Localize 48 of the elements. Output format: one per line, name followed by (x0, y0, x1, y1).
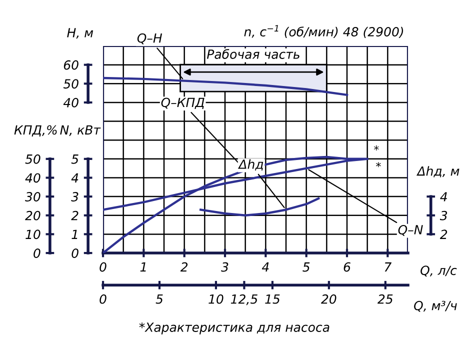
x-tick-label: 5 (302, 262, 310, 272)
x-tick-label: 2 (180, 262, 188, 272)
x2-axis-title: Q, м³/ч (414, 300, 457, 312)
y-axis-title: КПД,% (14, 125, 57, 136)
y3-tick-label: 60 (64, 60, 78, 70)
y3-tick-label: 40 (63, 98, 78, 108)
y-tick-label: 20 (25, 210, 40, 220)
y-tick-label: 2 (440, 230, 448, 239)
y2-axis-title: N, кВт (60, 125, 101, 136)
y2-tick-label: 2 (71, 210, 78, 220)
annotation: * (376, 162, 381, 168)
y-tick-label: 50 (25, 154, 40, 164)
x-tick-label: 4 (262, 262, 269, 272)
y-tick-label: 40 (25, 173, 40, 183)
y2-tick-label: 1 (72, 230, 78, 239)
y3-tick-label: 50 (63, 79, 78, 89)
x2-tick-label: 12,5 (230, 294, 258, 306)
text: Q–H (137, 33, 162, 44)
y-axis-title: Δhд, м (416, 166, 460, 178)
x-axis-title: Q, л/с (420, 266, 457, 277)
x-tick-label: 7 (384, 262, 392, 272)
y-tick-label: 10 (26, 230, 40, 240)
text: Q–КПД (161, 98, 204, 109)
text: Q–N (398, 224, 423, 236)
y-tick-label: 30 (25, 192, 40, 202)
x2-tick-label: 15 (265, 294, 280, 304)
x-tick-label: 3 (221, 262, 228, 272)
y-tick-label: 4 (440, 192, 447, 202)
text: Δhд (238, 159, 264, 170)
text: *Характеристика для насоса (139, 322, 330, 334)
y2-tick-label: 4 (71, 173, 78, 182)
chart-subtitle: n, с$^{−1}$ (об/мин) 48 (2900) (244, 25, 404, 38)
y2-tick-label: 3 (71, 192, 78, 202)
x-tick-label: 6 (344, 262, 350, 272)
x-tick-label: 0 (100, 262, 106, 272)
x2-tick-label: 25 (378, 294, 393, 304)
x-tick-label: 1 (140, 262, 146, 272)
x2-tick-label: 10 (208, 294, 224, 304)
band-label: Рабочая часть (206, 49, 300, 59)
y2-tick-label: 5 (71, 154, 78, 164)
annotation: * (374, 145, 379, 150)
y2-tick-label: 0 (72, 248, 78, 258)
y-tick-label: 3 (440, 210, 448, 220)
x2-tick-label: 0 (100, 294, 106, 304)
x2-tick-label: 20 (321, 294, 336, 304)
x2-tick-label: 5 (156, 294, 163, 304)
y-tick-label: 0 (34, 248, 40, 258)
y3-axis-title: H, м (67, 28, 94, 39)
